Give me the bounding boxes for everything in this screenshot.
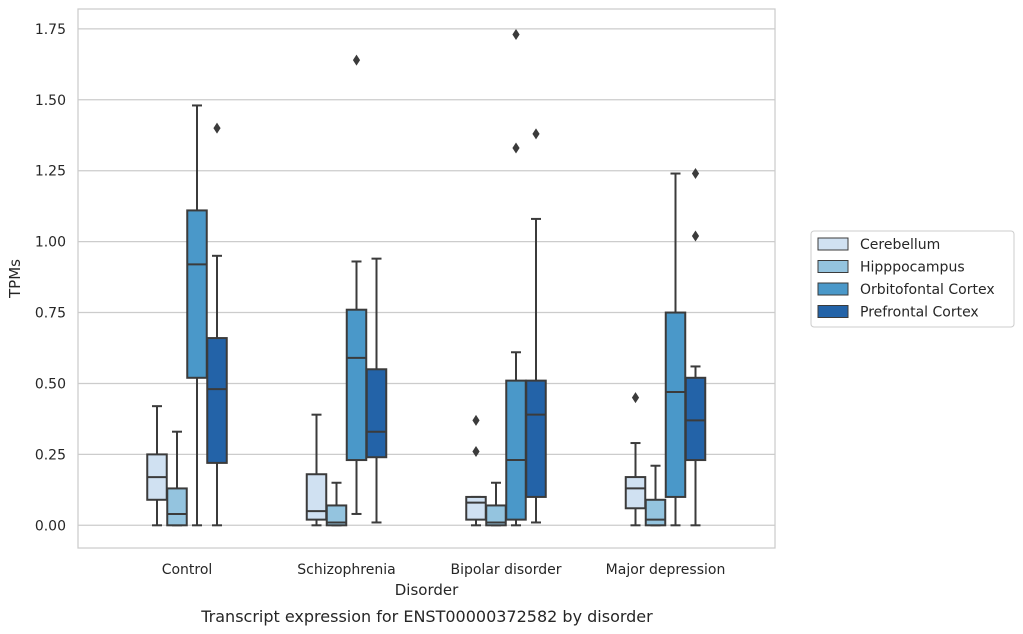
box-2-2 (505, 29, 527, 527)
y-tick-label: 0.50 (35, 376, 66, 392)
outlier-marker (532, 128, 540, 140)
box-3-3 (684, 168, 707, 527)
outlier-marker (213, 122, 221, 134)
box-body (465, 495, 487, 521)
x-tick-label: Schizophrenia (297, 562, 395, 578)
box-1-3 (644, 464, 667, 527)
box-body (644, 498, 667, 527)
legend-label: Orbitofontal Cortex (860, 282, 995, 298)
outlier-marker (691, 168, 700, 180)
box-3-2 (525, 128, 547, 524)
box-series (146, 29, 707, 527)
legend-swatch (817, 237, 849, 251)
y-tick-label: 0.75 (35, 306, 66, 322)
y-tick-label: 0.00 (35, 518, 66, 534)
box-3-0 (206, 122, 228, 527)
box-body (166, 487, 188, 527)
box-1-0 (166, 430, 188, 527)
x-tick-label: Bipolar disorder (450, 562, 561, 578)
y-tick-label: 1.00 (35, 235, 66, 251)
box-2-0 (186, 104, 208, 527)
x-tick-label: Control (162, 562, 213, 578)
box-body (345, 308, 368, 462)
box-body (624, 476, 647, 510)
y-tick-label: 1.50 (35, 93, 66, 109)
box-body (365, 368, 388, 459)
legend-frame (810, 230, 1015, 328)
outlier-marker (472, 414, 480, 426)
legend-label: Cerebellum (860, 237, 940, 253)
box-body (325, 504, 348, 527)
legend-swatch (817, 305, 849, 318)
box-0-1 (305, 413, 328, 527)
x-tick-label: Major depression (606, 562, 726, 578)
outlier-marker (512, 29, 520, 41)
y-tick-label: 1.75 (35, 22, 66, 38)
y-tick-label: 1.25 (35, 164, 66, 180)
box-body (664, 311, 687, 498)
x-axis-label: Disorder (395, 581, 459, 599)
outlier-marker (691, 230, 700, 242)
box-body (305, 473, 328, 521)
chart-caption: Transcript expression for ENST0000037258… (200, 607, 653, 626)
plot-frame (77, 8, 776, 549)
box-body (206, 337, 228, 464)
box-2-1 (345, 54, 368, 515)
outlier-marker (631, 392, 640, 404)
box-body (505, 379, 527, 521)
legend: Cerebellum Hipppocampus Orbitofontal Corte… (810, 230, 1015, 328)
box-0-3 (624, 392, 647, 527)
box-0-0 (146, 405, 168, 527)
box-body (525, 379, 547, 498)
box-1-1 (325, 481, 348, 527)
outlier-marker (352, 54, 361, 66)
legend-swatch (817, 260, 849, 273)
legend-label: Prefrontal Cortex (860, 305, 979, 321)
box-body (186, 209, 208, 379)
box-3-1 (365, 257, 388, 524)
legend-label: Hipppocampus (860, 260, 965, 276)
outlier-marker (512, 142, 520, 154)
y-tick-label: 0.25 (35, 447, 66, 463)
y-axis-label: TPMs (6, 259, 24, 299)
legend-swatch (817, 282, 849, 296)
axis-ticks: 0.00 0.25 0.50 0.75 1.00 1.25 1.50 1.75 Control S… (35, 22, 726, 578)
box-body (684, 376, 707, 462)
outlier-marker (472, 446, 480, 458)
